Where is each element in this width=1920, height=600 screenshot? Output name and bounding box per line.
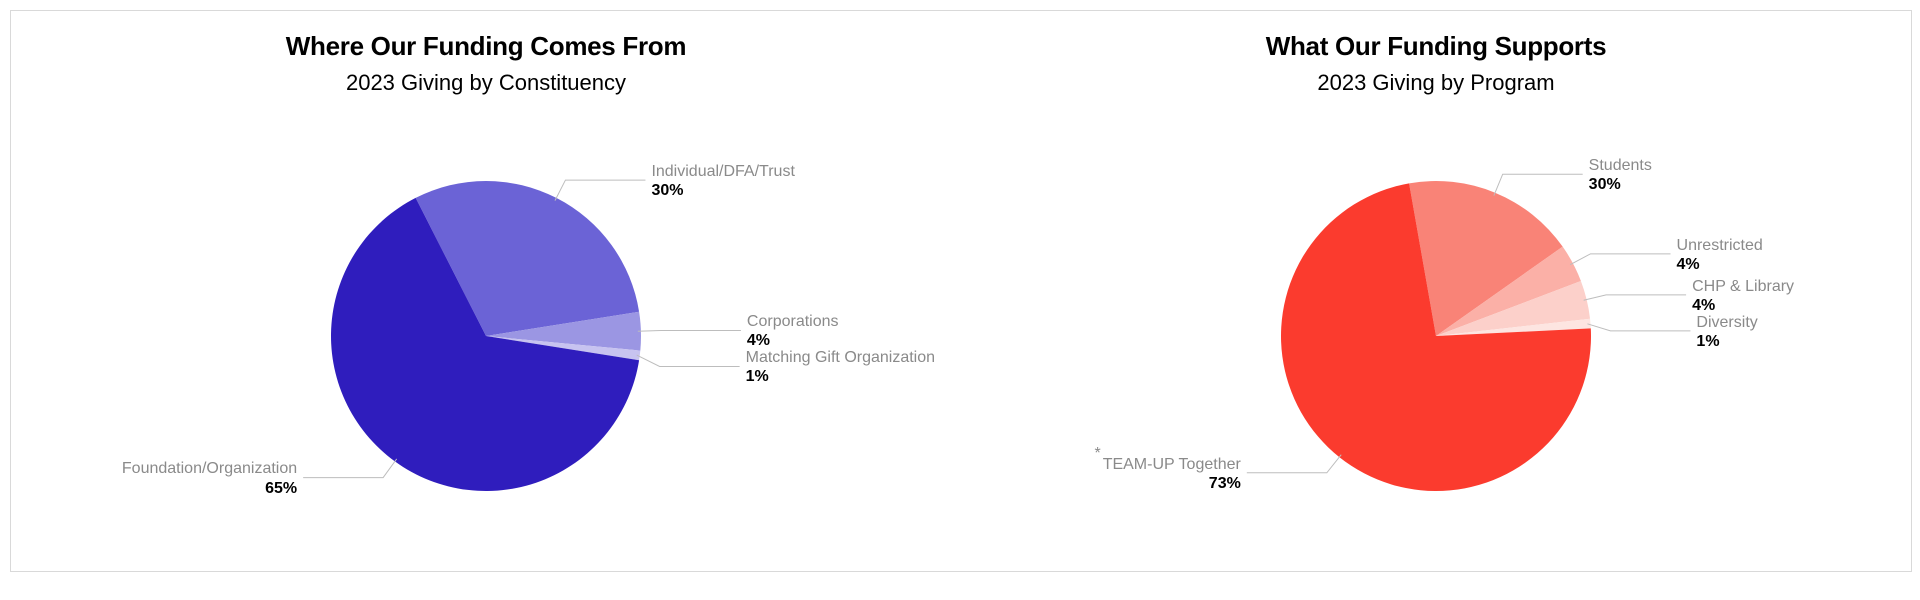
subtitle-right: 2023 Giving by Program <box>961 70 1911 96</box>
title-right: What Our Funding Supports <box>961 31 1911 62</box>
slice-name: Individual/DFA/Trust <box>651 162 794 181</box>
slice-pct: 4% <box>1692 296 1794 315</box>
slice-pct: 73% <box>1103 474 1241 493</box>
panel-funding-supports: What Our Funding Supports 2023 Giving by… <box>961 11 1911 571</box>
slice-name: Matching Gift Organization <box>746 348 935 367</box>
slice-pct: 4% <box>1677 255 1763 274</box>
leader-line <box>638 330 741 331</box>
slice-label: Diversity1% <box>1696 313 1757 351</box>
leader-line <box>555 180 645 201</box>
subtitle-left: 2023 Giving by Constituency <box>11 70 961 96</box>
leader-line <box>303 459 397 478</box>
slice-name: Diversity <box>1696 313 1757 332</box>
charts-row: Where Our Funding Comes From 2023 Giving… <box>11 11 1911 571</box>
leader-line <box>1494 174 1583 195</box>
slice-label: Corporations4% <box>747 312 839 350</box>
slice-name: CHP & Library <box>1692 277 1794 296</box>
slice-pct: 1% <box>1696 332 1757 351</box>
slice-name: Unrestricted <box>1677 236 1763 255</box>
titles-left: Where Our Funding Comes From 2023 Giving… <box>11 31 961 96</box>
slice-label: TEAM-UP Together73% <box>1103 455 1241 493</box>
slice-label: Matching Gift Organization1% <box>746 348 935 386</box>
slice-pct: 30% <box>1589 175 1652 194</box>
slice-name: Foundation/Organization <box>122 459 297 478</box>
leader-line <box>1587 324 1690 331</box>
pie-funding-supports <box>1276 176 1596 496</box>
slice-label: Individual/DFA/Trust30% <box>651 162 794 200</box>
leader-overlay <box>1276 176 1596 496</box>
slice-name: TEAM-UP Together <box>1103 455 1241 474</box>
leader-line <box>1570 254 1670 265</box>
leader-line <box>637 355 740 366</box>
slice-pct: 30% <box>651 181 794 200</box>
title-left: Where Our Funding Comes From <box>11 31 961 62</box>
leader-overlay <box>326 176 646 496</box>
titles-right: What Our Funding Supports 2023 Giving by… <box>961 31 1911 96</box>
slice-label: Students30% <box>1589 156 1652 194</box>
slice-pct: 4% <box>747 331 839 350</box>
slice-name: Students <box>1589 156 1652 175</box>
slice-label: CHP & Library4% <box>1692 277 1794 315</box>
slice-name: Corporations <box>747 312 839 331</box>
slice-label: Foundation/Organization65% <box>122 459 297 497</box>
slice-pct: 1% <box>746 367 935 386</box>
slice-pct: 65% <box>122 479 297 498</box>
slice-label: Unrestricted4% <box>1677 236 1763 274</box>
leader-line <box>1247 455 1341 473</box>
asterisk-icon: * <box>1094 445 1100 463</box>
panel-funding-sources: Where Our Funding Comes From 2023 Giving… <box>11 11 961 571</box>
chart-frame: Where Our Funding Comes From 2023 Giving… <box>10 10 1912 572</box>
leader-line <box>1584 295 1686 300</box>
pie-funding-sources <box>326 176 646 496</box>
